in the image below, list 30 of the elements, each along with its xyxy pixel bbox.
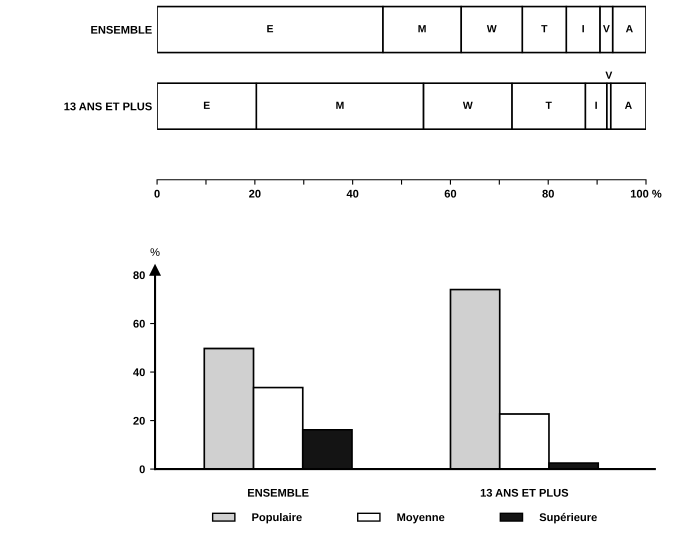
text: A — [624, 102, 632, 109]
series-label: A — [626, 25, 633, 32]
legend-label: Moyenne — [397, 513, 444, 524]
text: M — [336, 102, 344, 109]
x-tick-label: 100 % — [630, 190, 662, 198]
x-tick-label: 0 — [154, 190, 160, 198]
y-tick-label: 0 — [140, 465, 145, 474]
y-tick-label: 80 — [133, 271, 145, 280]
x-tick-label: 80 — [542, 190, 554, 198]
series-label: E — [267, 25, 274, 32]
text: V — [605, 72, 612, 79]
y-axis-title: % — [150, 248, 160, 256]
series-label: T — [541, 25, 548, 32]
series-label: I — [595, 102, 597, 109]
text: W — [462, 102, 473, 109]
bar — [610, 82, 646, 130]
x-tick-label: 40 — [346, 190, 358, 198]
y-tick-label: 20 — [133, 416, 145, 425]
legend-label: Populaire — [252, 513, 302, 524]
x-tick-label: 60 — [444, 190, 456, 198]
x-tick-label: 20 — [249, 190, 261, 198]
text: T — [546, 102, 552, 109]
text: E — [204, 102, 210, 109]
series-label: W — [486, 25, 497, 32]
text: I — [582, 25, 584, 32]
legend-label: Supérieure — [540, 512, 597, 524]
series-label: V — [602, 25, 610, 32]
y-tick-label: 40 — [133, 368, 145, 376]
series-label: M — [418, 25, 426, 32]
y-tick-label: 60 — [133, 320, 145, 328]
